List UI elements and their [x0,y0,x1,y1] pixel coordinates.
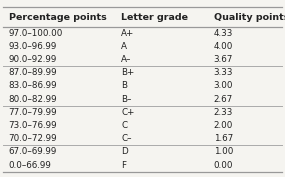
Text: Quality points: Quality points [214,13,285,22]
Text: F: F [121,161,126,170]
Text: 0.0–66.99: 0.0–66.99 [9,161,51,170]
Text: 3.00: 3.00 [214,81,233,90]
Text: D: D [121,147,128,156]
Text: C: C [121,121,127,130]
Text: B+: B+ [121,68,134,77]
Text: 2.67: 2.67 [214,95,233,104]
Text: B–: B– [121,95,131,104]
Text: 77.0–79.99: 77.0–79.99 [9,108,57,117]
Text: 70.0–72.99: 70.0–72.99 [9,134,57,143]
Text: C–: C– [121,134,132,143]
Text: 4.33: 4.33 [214,29,233,38]
Text: Percentage points: Percentage points [9,13,106,22]
Text: 67.0–69.99: 67.0–69.99 [9,147,57,156]
Text: A–: A– [121,55,131,64]
Text: 3.67: 3.67 [214,55,233,64]
Text: 2.00: 2.00 [214,121,233,130]
Text: 80.0–82.99: 80.0–82.99 [9,95,57,104]
Text: 97.0–100.00: 97.0–100.00 [9,29,63,38]
Text: 93.0–96.99: 93.0–96.99 [9,42,57,51]
Text: 1.00: 1.00 [214,147,233,156]
Text: 83.0–86.99: 83.0–86.99 [9,81,57,90]
Text: A+: A+ [121,29,134,38]
Text: 4.00: 4.00 [214,42,233,51]
Text: 3.33: 3.33 [214,68,233,77]
Text: 1.67: 1.67 [214,134,233,143]
Text: A: A [121,42,127,51]
Text: C+: C+ [121,108,135,117]
Text: 2.33: 2.33 [214,108,233,117]
Text: 87.0–89.99: 87.0–89.99 [9,68,57,77]
Text: B: B [121,81,127,90]
Text: 73.0–76.99: 73.0–76.99 [9,121,57,130]
Text: 90.0–92.99: 90.0–92.99 [9,55,57,64]
Text: 0.00: 0.00 [214,161,233,170]
Text: Letter grade: Letter grade [121,13,188,22]
